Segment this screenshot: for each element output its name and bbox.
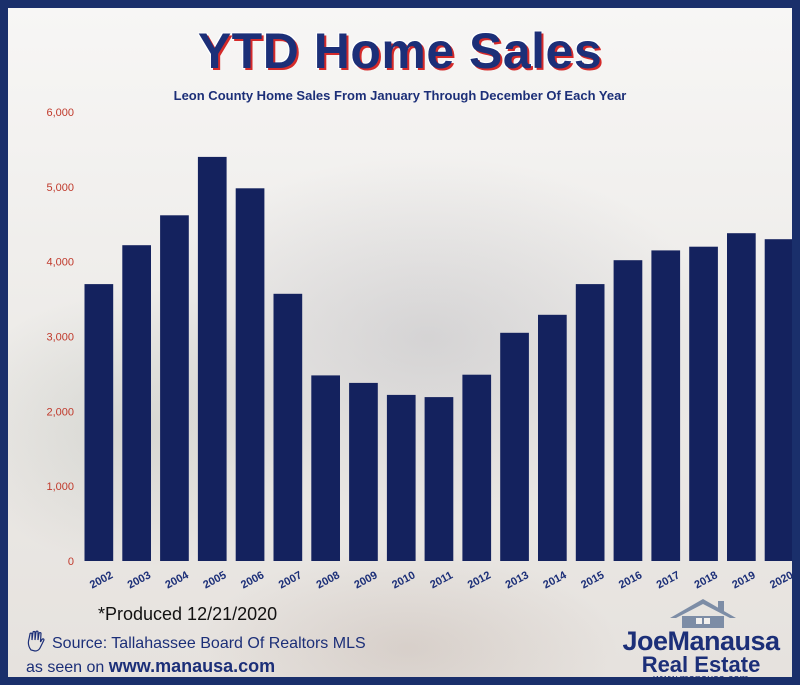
y-tick-label: 0 <box>68 556 74 568</box>
bar-2019 <box>727 233 756 561</box>
logo-real-estate: Real Estate <box>641 652 761 677</box>
x-tick-label: 2010 <box>390 569 417 591</box>
bar-2010 <box>386 394 416 561</box>
bar-2006 <box>235 188 265 562</box>
bar-2020 <box>764 239 792 561</box>
hand-icon <box>26 630 46 657</box>
x-tick-label: 2007 <box>277 569 304 591</box>
x-tick-label: 2005 <box>201 569 228 591</box>
x-tick-label: 2016 <box>617 569 644 591</box>
bar-2014 <box>538 314 567 561</box>
bar-2011 <box>424 397 454 561</box>
x-tick-label: 2015 <box>579 569 606 591</box>
seen-on-link[interactable]: www.manausa.com <box>108 656 276 676</box>
house-roof-icon <box>670 599 736 628</box>
bar-2017 <box>651 250 681 561</box>
bar-chart: 0 1,000 2,000 3,000 4,000 5,000 6,000 2002 2003 2… <box>46 107 795 591</box>
chart-subtitle: Leon County Home Sales From January Thro… <box>173 88 627 103</box>
bar-2005 <box>197 156 227 561</box>
x-tick-label: 2020 <box>768 569 795 591</box>
y-tick-label: 3,000 <box>46 332 74 344</box>
x-tick-label: 2017 <box>655 569 682 591</box>
x-tick-label: 2012 <box>466 569 493 591</box>
x-tick-label: 2006 <box>239 569 266 591</box>
x-tick-label: 2002 <box>88 569 115 591</box>
y-tick-label: 1,000 <box>46 481 74 493</box>
bar-2003 <box>122 245 151 561</box>
joe-manausa-logo: JoeManausa Real Estate www.manausa.com <box>606 594 792 685</box>
bar-2007 <box>273 293 303 561</box>
y-tick-label: 4,000 <box>46 257 74 269</box>
seen-on-line: as seen on www.manausa.com <box>26 656 275 677</box>
bar-2004 <box>160 215 189 562</box>
bar-2016 <box>613 260 643 561</box>
bar-2018 <box>689 246 718 561</box>
x-tick-label: 2018 <box>692 569 719 591</box>
bar-2013 <box>500 332 529 561</box>
x-tick-label: 2019 <box>730 569 757 591</box>
y-tick-label: 6,000 <box>46 107 74 119</box>
x-tick-label: 2011 <box>428 569 455 591</box>
bar-2002 <box>84 284 114 561</box>
y-tick-label: 5,000 <box>46 182 74 194</box>
x-tick-label: 2009 <box>352 569 379 591</box>
x-tick-label: 2003 <box>126 569 153 591</box>
bar-2012 <box>462 374 492 561</box>
x-tick-label: 2004 <box>163 569 191 591</box>
x-tick-label: 2008 <box>315 569 342 591</box>
bar-2008 <box>311 375 340 561</box>
bar-2009 <box>349 382 378 561</box>
x-tick-label: 2013 <box>504 569 531 591</box>
chart-title: YTD Home Sales <box>197 23 603 79</box>
seen-on-prefix: as seen on <box>26 659 109 676</box>
logo-website: www.manausa.com <box>653 673 749 685</box>
y-tick-label: 2,000 <box>46 406 74 418</box>
source-line: Source: Tallahassee Board Of Realtors ML… <box>26 630 366 657</box>
logo-name: JoeManausa <box>622 626 780 656</box>
source-text: Source: Tallahassee Board Of Realtors ML… <box>52 634 366 652</box>
produced-note: *Produced 12/21/2020 <box>98 604 278 624</box>
bar-2015 <box>575 284 605 561</box>
x-tick-label: 2014 <box>541 569 569 591</box>
